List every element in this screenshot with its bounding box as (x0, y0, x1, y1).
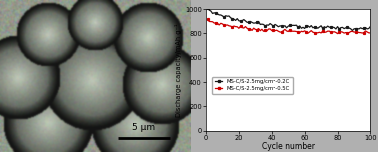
MS-C/S-2.5mg/cm²-0.2C (302, 28, 307, 29)
Text: 5 μm: 5 μm (132, 123, 155, 132)
MS-C/S-2.5mg/cm²-0.2C (350, 30, 355, 31)
MS-C/S-2.5mg/cm²-0.5C (243, 26, 248, 28)
MS-C/S-2.5mg/cm²-0.5C (362, 32, 366, 34)
MS-C/S-2.5mg/cm²-0.2C (243, 20, 248, 22)
MS-C/S-2.5mg/cm²-0.5C (205, 19, 210, 20)
MS-C/S-2.5mg/cm²-0.5C (289, 30, 294, 32)
MS-C/S-2.5mg/cm²-0.2C (368, 26, 373, 27)
MS-C/S-2.5mg/cm²-0.5C (335, 33, 340, 35)
Legend: MS-C/S-2.5mg/cm²-0.2C, MS-C/S-2.5mg/cm²-0.5C: MS-C/S-2.5mg/cm²-0.2C, MS-C/S-2.5mg/cm²-… (212, 77, 293, 94)
MS-C/S-2.5mg/cm²-0.2C (205, 7, 210, 9)
Y-axis label: Discharge capacity/mAh g⁻¹: Discharge capacity/mAh g⁻¹ (175, 23, 182, 117)
X-axis label: Cycle number: Cycle number (262, 142, 315, 151)
MS-C/S-2.5mg/cm²-0.2C (237, 20, 241, 22)
MS-C/S-2.5mg/cm²-0.5C (368, 32, 373, 34)
MS-C/S-2.5mg/cm²-0.5C (237, 27, 241, 29)
MS-C/S-2.5mg/cm²-0.5C (302, 30, 307, 32)
Line: MS-C/S-2.5mg/cm²-0.2C: MS-C/S-2.5mg/cm²-0.2C (207, 7, 371, 31)
MS-C/S-2.5mg/cm²-0.5C (357, 32, 361, 33)
MS-C/S-2.5mg/cm²-0.2C (357, 28, 361, 30)
MS-C/S-2.5mg/cm²-0.2C (362, 27, 366, 29)
MS-C/S-2.5mg/cm²-0.2C (289, 24, 294, 26)
Line: MS-C/S-2.5mg/cm²-0.5C: MS-C/S-2.5mg/cm²-0.5C (207, 19, 371, 35)
